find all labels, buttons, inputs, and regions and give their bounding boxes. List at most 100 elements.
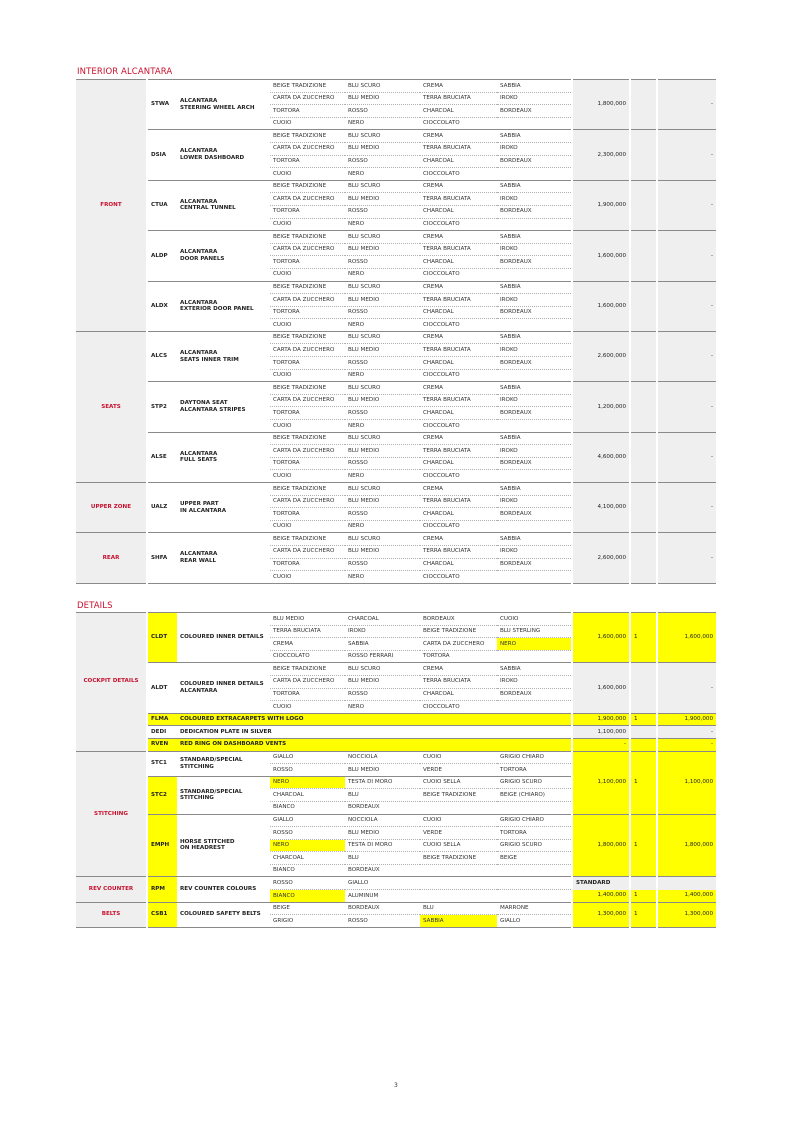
colour-option: BLU MEDIO (345, 675, 420, 689)
quantity-cell (629, 532, 657, 584)
colour-option (497, 571, 572, 584)
colour-option: GRIGIO SCURO (497, 839, 572, 853)
colour-option: TERRA BRUCIATA (420, 394, 497, 408)
colour-option: BEIGE TRADIZIONE (270, 79, 345, 93)
colour-option: CARTA DA ZUCCHERO (270, 243, 345, 257)
description-line: COLOURED EXTRACARPETS WITH LOGO (180, 716, 304, 723)
option-code: ALDX (147, 280, 177, 332)
colour-option: TERRA BRUCIATA (420, 545, 497, 559)
colour-option: CREMA (420, 381, 497, 395)
table-row: RVEN RED RING ON DASHBOARD VENTS - - (76, 737, 716, 752)
description-line: STITCHING (180, 795, 214, 802)
option-description: STANDARD/SPECIAL STITCHING (177, 750, 270, 777)
colour-option: BLU (345, 851, 420, 865)
colour-option: BLU MEDIO (345, 293, 420, 307)
table-row: CUOIO NERO CIOCCOLATO (76, 117, 716, 130)
price-cell: 1,300,000 (571, 901, 630, 928)
colour-option: GIALLO (270, 750, 345, 765)
table-row: CUOIO NERO CIOCCOLATO (76, 420, 716, 433)
colour-option: CHARCOAL (420, 306, 497, 320)
colour-option: IROKO (497, 293, 572, 307)
price-cell: 4,600,000 (571, 431, 630, 483)
price-cell: 1,600,000 (571, 662, 630, 714)
colour-option (420, 890, 497, 903)
colour-option: ROSSO (270, 876, 345, 891)
table-row: ROSSO BLU MEDIO VERDE TORTORA (76, 764, 716, 777)
price-cell: 1,400,000 (571, 889, 630, 903)
total-cell: - (656, 737, 716, 752)
quantity-cell (629, 737, 657, 752)
table-row: UPPER ZONE UALZ UPPER PART IN ALCANTARA BEIG… (76, 481, 716, 533)
colour-option: BLU SCURO (345, 381, 420, 395)
colour-option: CUOIO (497, 612, 572, 626)
colour-option: BLU MEDIO (345, 343, 420, 358)
description-line: ALCANTARA (180, 249, 218, 256)
description-line: ALCANTARA (180, 198, 218, 205)
colour-option: BORDEAUX (497, 255, 572, 269)
colour-option: TESTA DI MORO (345, 775, 420, 790)
description-line: HORSE STITCHED (180, 838, 235, 845)
description-line: ALCANTARA (180, 299, 218, 306)
colour-option: ROSSO (345, 688, 420, 702)
colour-option: CUOIO (273, 120, 292, 127)
table-row: BIANCO BORDEAUX (76, 864, 716, 877)
description-line: DOOR PANELS (180, 255, 225, 262)
colour-option: IROKO (497, 545, 572, 559)
quantity-cell (629, 280, 657, 332)
price-cell: STANDARD (571, 876, 630, 890)
colour-option: BEIGE (497, 851, 572, 865)
description-line: ON HEADREST (180, 845, 225, 852)
option-description: ALCANTARA FULL SEATS (177, 431, 270, 483)
colour-option: CREMA (420, 482, 497, 496)
option-description: ALCANTARA STEERING WHEEL ARCH (177, 78, 270, 130)
colour-option: NERO (348, 472, 365, 479)
colour-option: ROSSO (273, 766, 293, 773)
colour-option (420, 864, 497, 877)
colour-option: CHARCOAL (420, 104, 497, 118)
colour-option: NERO (348, 372, 365, 379)
colour-option (497, 470, 572, 483)
colour-option: BEIGE TRADIZIONE (420, 788, 497, 802)
colour-option: BLU STERLING (497, 625, 572, 639)
table-row: TERRA BRUCIATA IROKO BEIGE TRADIZIONE BLU S… (76, 625, 716, 639)
colour-option: BLU SCURO (345, 79, 420, 93)
colour-option: IROKO (497, 243, 572, 257)
colour-option: TORTORA (270, 507, 345, 521)
total-cell (656, 876, 716, 890)
description-line: ALCANTARA (180, 551, 218, 558)
colour-option: BLU MEDIO (345, 495, 420, 509)
colour-option (420, 876, 497, 891)
table-row: ALSE ALCANTARA FULL SEATS BEIGE TRADIZIONE B… (76, 431, 716, 483)
colour-option: CHARCOAL (270, 851, 345, 865)
colour-option: SABBIA (497, 330, 572, 345)
table-row: CARTA DA ZUCCHERO BLU MEDIO TERRA BRUCIATA… (76, 394, 716, 408)
option-description: REV COUNTER COLOURS (177, 876, 270, 903)
colour-option: GIALLO (270, 813, 345, 828)
group-label: STITCHING (76, 750, 148, 877)
colour-option: CUOIO (273, 271, 292, 278)
description-line: ALCANTARA (180, 98, 218, 105)
quantity-cell: 1 (629, 712, 657, 726)
colour-option: ROSSO (345, 155, 420, 169)
table-row: TORTORA ROSSO CHARCOAL BORDEAUX (76, 104, 716, 118)
colour-option: CREMA (420, 129, 497, 143)
table-row: TORTORA ROSSO CHARCOAL BORDEAUX (76, 507, 716, 521)
total-cell: - (656, 330, 716, 382)
colour-option: GRIGIO SCURO (497, 775, 572, 790)
colour-option: ROSSO (345, 104, 420, 118)
description-line: STITCHING (180, 763, 214, 770)
colour-option: CUOIO (420, 750, 497, 765)
table-row: CARTA DA ZUCCHERO BLU MEDIO TERRA BRUCIATA… (76, 192, 716, 206)
colour-option: IROKO (497, 394, 572, 408)
colour-option (497, 876, 572, 891)
colour-option: NERO (348, 422, 365, 429)
section-title-interior-alcantara: INTERIOR ALCANTARA (77, 67, 173, 77)
colour-option: CREMA (270, 637, 345, 651)
colour-option: BLU MEDIO (270, 612, 345, 626)
colour-option: CHARCOAL (420, 688, 497, 702)
colour-option: TORTORA (270, 356, 345, 370)
colour-option: CREMA (420, 280, 497, 295)
description-line: CENTRAL TUNNEL (180, 205, 236, 212)
table-row: TORTORA ROSSO CHARCOAL BORDEAUX (76, 306, 716, 320)
